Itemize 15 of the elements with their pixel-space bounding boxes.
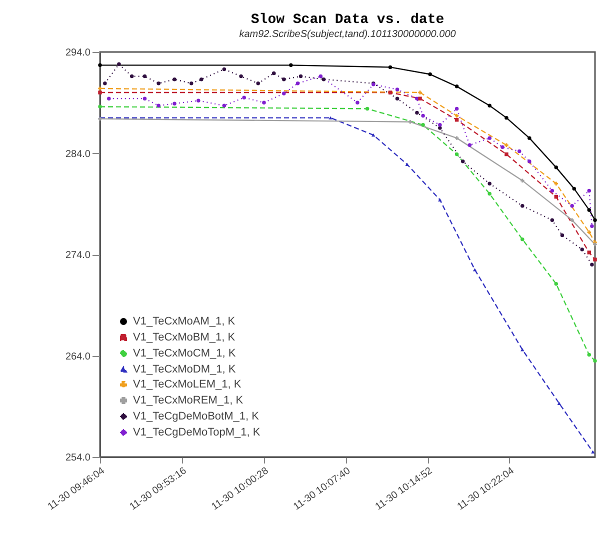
y-tick-label: 294.0 — [65, 48, 91, 58]
legend-label: V1_TeCxMoREM_1, K — [133, 394, 244, 406]
legend-label: V1_TeCgDeMoBotM_1, K — [133, 410, 260, 422]
y-tick-label: 254.0 — [65, 452, 91, 464]
chart-title: Slow Scan Data vs. date — [250, 12, 444, 28]
legend-label: V1_TeCxMoAM_1, K — [133, 316, 236, 328]
legend-label: V1_TeCxMoLEM_1, K — [133, 378, 242, 390]
y-tick-label: 264.0 — [65, 351, 91, 362]
legend-label: V1_TeCxMoCM_1, K — [133, 348, 236, 360]
y-tick-label: 284.0 — [65, 148, 91, 160]
y-tick-label: 274.0 — [65, 250, 91, 261]
legend-label: V1_TeCxMoBM_1, K — [133, 332, 236, 344]
chart-subtitle: kam92.ScribeS(subject,tand).101130000000.000 — [239, 29, 456, 40]
legend-label: V1_TeCxMoDM_1, K — [133, 364, 236, 376]
legend-label: V1_TeCgDeMoTopM_1, K — [133, 426, 261, 438]
